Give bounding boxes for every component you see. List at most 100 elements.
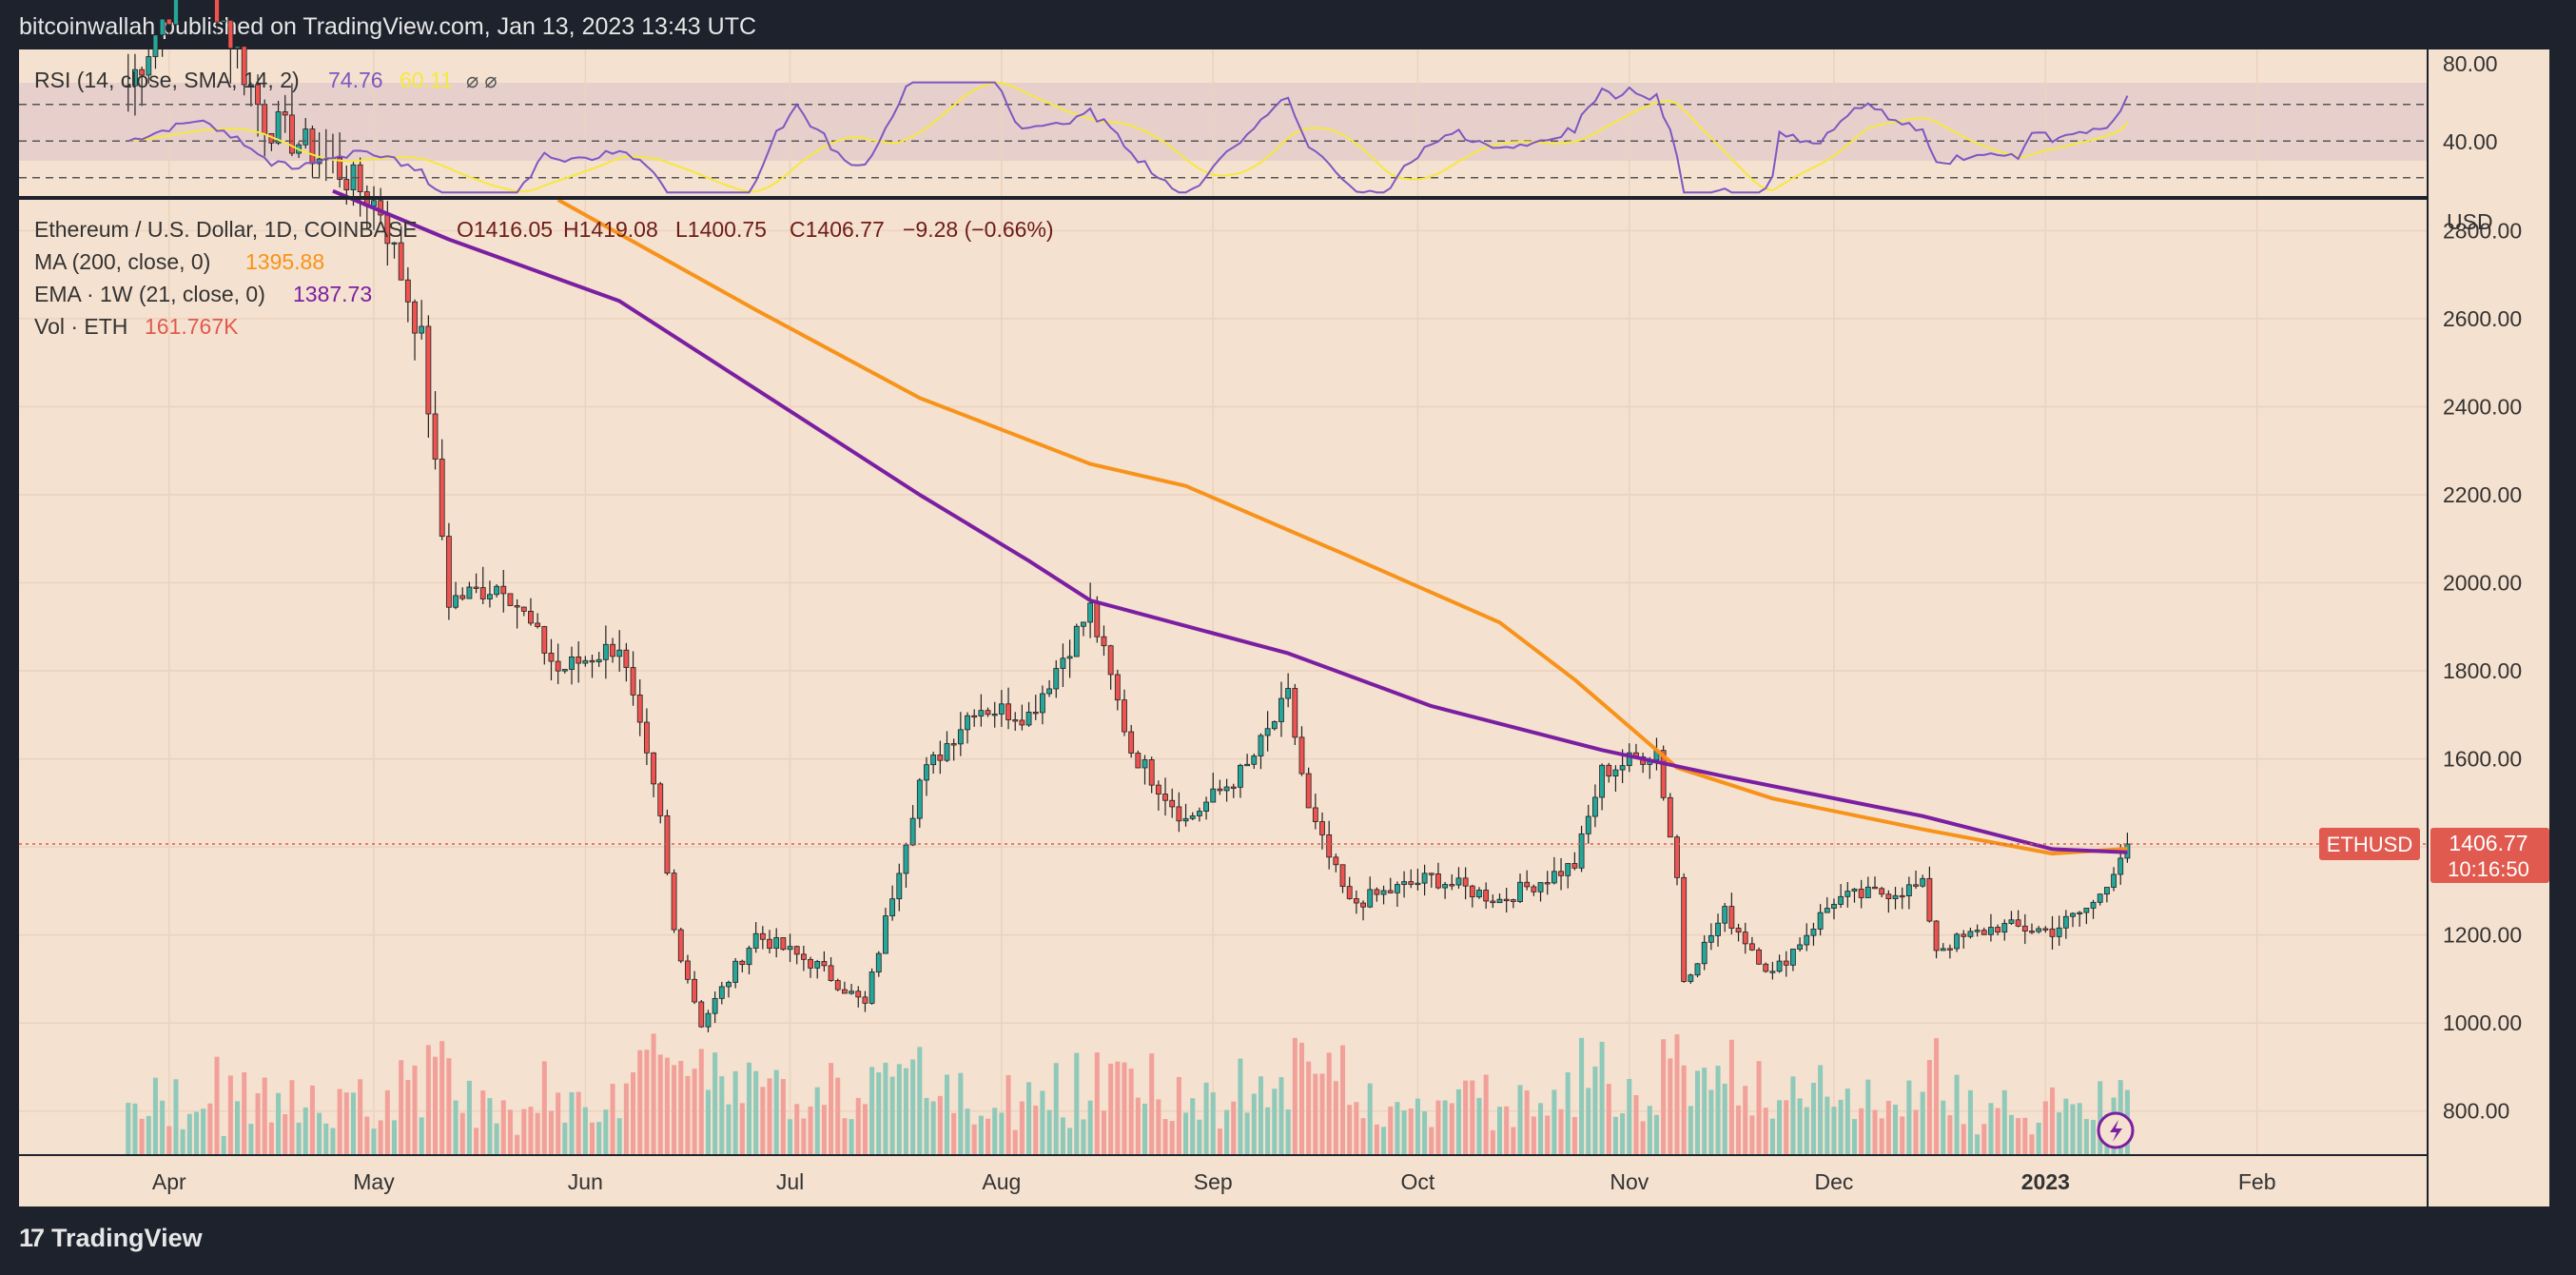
hide-icon[interactable]: ⌀ ⌀ <box>466 69 498 92</box>
candle-body <box>1817 912 1824 930</box>
volume-bar <box>726 1104 732 1155</box>
candle-body <box>957 729 964 745</box>
candle-body <box>1114 674 1121 701</box>
volume-bar <box>637 1049 643 1155</box>
volume-bar <box>500 1100 506 1155</box>
rsi-line <box>127 81 2129 194</box>
volume-label[interactable]: Vol · ETH <box>34 314 127 339</box>
candle-body <box>1476 890 1482 898</box>
candle-body <box>2097 893 2103 903</box>
volume-bar <box>937 1095 943 1155</box>
y-tick-label: 2800.00 <box>2443 218 2522 243</box>
last-price-badge <box>2430 827 2549 883</box>
x-tick-label: Jul <box>776 1169 804 1194</box>
candle-body <box>1490 900 1496 904</box>
volume-bar <box>569 1091 575 1155</box>
candle-body <box>173 0 179 26</box>
candle-body <box>535 622 541 627</box>
candle-body <box>773 937 780 950</box>
candle-body <box>1681 876 1688 982</box>
candle-body <box>1531 886 1537 892</box>
ma-label[interactable]: MA (200, close, 0) <box>34 249 210 274</box>
brand-name: TradingView <box>51 1224 203 1252</box>
candle-body <box>514 605 520 608</box>
x-tick-label: Oct <box>1401 1169 1435 1194</box>
candle-body <box>1797 944 1804 950</box>
candle-body <box>1810 929 1817 936</box>
candle-body <box>569 656 575 670</box>
volume-bar <box>732 1070 738 1155</box>
candle-body <box>378 200 384 216</box>
volume-bar <box>1298 1042 1304 1155</box>
volume-bar <box>1326 1052 1332 1155</box>
candle-body <box>1913 884 1919 887</box>
volume-bar <box>1571 1116 1577 1155</box>
volume-bar <box>1012 1129 1018 1155</box>
volume-bar <box>1101 1110 1106 1155</box>
candle-body <box>1851 889 1858 892</box>
candle-body <box>685 960 691 980</box>
candle-body <box>576 656 582 664</box>
candle-body <box>595 658 602 663</box>
candle-body <box>965 715 970 731</box>
price-axis-panel[interactable] <box>2429 49 2549 1206</box>
volume-bar <box>1708 1089 1714 1155</box>
symbol-description[interactable]: Ethereum / U.S. Dollar, 1D, COINBASE <box>34 217 418 242</box>
volume-bar <box>1319 1073 1325 1155</box>
volume-bar <box>889 1076 895 1155</box>
lightning-icon[interactable] <box>2097 1111 2135 1149</box>
volume-bar <box>1381 1127 1387 1155</box>
volume-bar <box>1722 1083 1727 1155</box>
volume-bar <box>1975 1134 1981 1155</box>
volume-bar <box>1340 1045 1346 1155</box>
volume-bar <box>1900 1116 1905 1155</box>
candle-body <box>2090 901 2097 909</box>
volume-bar <box>1210 1092 1216 1155</box>
volume-bar <box>459 1112 465 1155</box>
candle-body <box>1571 863 1578 869</box>
candle-body <box>1872 886 1878 890</box>
volume-bar <box>1981 1124 1987 1155</box>
candle-body <box>1182 817 1189 822</box>
volume-bar <box>1967 1089 1973 1155</box>
candle-body <box>1558 871 1564 876</box>
volume-bar <box>958 1072 964 1155</box>
volume-bar <box>480 1090 486 1155</box>
volume-bar <box>1272 1089 1278 1155</box>
volume-bar <box>180 1128 185 1155</box>
ohlc-change: −9.28 (−0.66%) <box>903 217 1054 242</box>
volume-bar <box>692 1069 697 1155</box>
volume-bar <box>235 1101 241 1155</box>
volume-bar <box>1558 1108 1564 1155</box>
volume-bar <box>1040 1090 1045 1155</box>
candle-body <box>726 982 732 988</box>
volume-bar <box>384 1089 390 1155</box>
candle-body <box>732 960 739 983</box>
candle-body <box>1995 927 2001 933</box>
volume-bar <box>1483 1074 1489 1155</box>
y-tick-label: 1800.00 <box>2443 658 2522 683</box>
volume-bar <box>1149 1053 1155 1155</box>
volume-bar <box>214 1056 220 1155</box>
candle-body <box>1238 764 1243 788</box>
tradingview-logo[interactable]: 17 TradingView <box>19 1224 203 1253</box>
last-price-value: 1406.77 <box>2449 831 2527 855</box>
volume-bar <box>971 1124 977 1155</box>
candle-body <box>2021 925 2028 932</box>
candle-body <box>1783 960 1789 966</box>
candle-body <box>309 128 316 165</box>
volume-bar <box>1851 1119 1857 1155</box>
volume-bar <box>2057 1112 2062 1155</box>
candle-body <box>1264 728 1271 736</box>
time-axis-background <box>19 1155 2428 1206</box>
candle-body <box>998 703 1005 715</box>
volume-bar <box>1818 1065 1824 1155</box>
ema-label[interactable]: EMA · 1W (21, close, 0) <box>34 282 265 306</box>
volume-bar <box>2077 1103 2082 1155</box>
volume-bar <box>1592 1066 1598 1155</box>
candle-body <box>1380 890 1387 895</box>
y-tick-label: 2400.00 <box>2443 394 2522 419</box>
volume-bar <box>2091 1119 2097 1155</box>
volume-bar <box>2042 1101 2048 1155</box>
